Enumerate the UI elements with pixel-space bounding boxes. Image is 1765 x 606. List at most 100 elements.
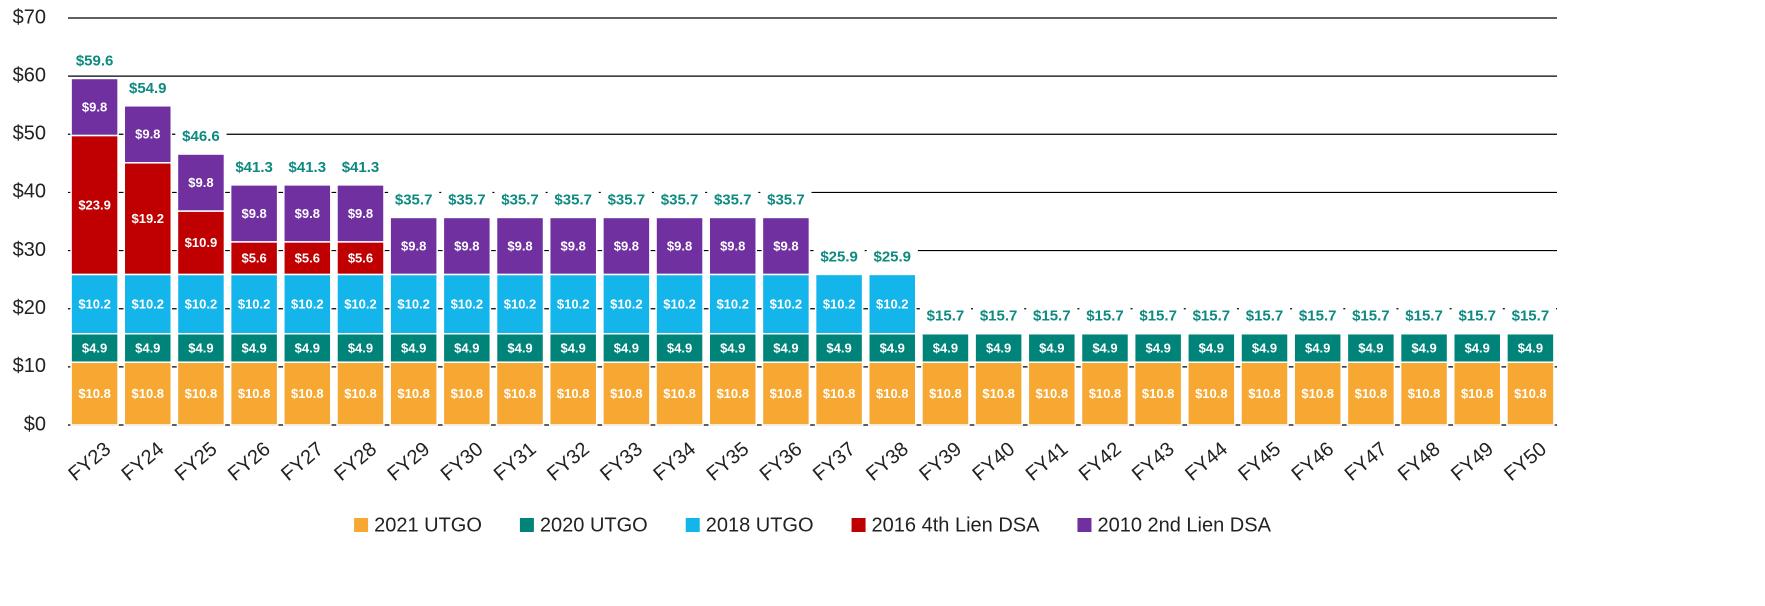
bar-segment [708,273,757,335]
bar-segment [655,273,704,335]
segment-label: $10.8 [451,386,484,401]
total-label: $41.3 [235,159,273,176]
segment-label: $10.2 [131,297,164,312]
bar-segment [336,184,385,243]
bar-segment [229,184,279,243]
bar-segment [921,332,970,363]
bar-segment [974,332,1023,363]
y-tick-label: $60 [13,64,46,86]
bar-segment [495,216,545,276]
bar-segment [548,216,598,276]
segment-label: $4.9 [933,340,958,355]
segment-label: $9.8 [241,206,266,221]
segment-label: $4.9 [1465,340,1490,355]
bar-segment [868,273,917,335]
x-tick-label: FY36 [756,438,807,486]
segment-label: $4.9 [348,340,373,355]
total-label-bg [1345,306,1397,327]
segment-label: $10.2 [876,297,909,312]
segment-label: $9.8 [295,206,320,221]
legend-label: 2010 2nd Lien DSA [1097,514,1271,536]
segment-label: $4.9 [241,340,266,355]
bar-segment [1240,332,1289,363]
total-label-bg [1504,306,1556,327]
bar-segment [176,273,226,335]
bar-segment [123,332,173,363]
bar-segment [123,361,173,426]
total-label: $46.6 [182,128,220,145]
segment-label: $4.9 [614,340,639,355]
bar-segment [336,332,385,363]
bar-segment [814,273,864,335]
x-tick-label: FY46 [1288,438,1339,486]
bar-segment [495,273,545,335]
total-label: $54.9 [129,80,167,97]
bar-segment [336,361,385,426]
total-label-bg [600,190,652,211]
total-label: $15.7 [1458,308,1496,325]
total-label: $15.7 [1086,308,1124,325]
segment-label: $10.8 [238,386,271,401]
segment-label: $10.8 [185,386,218,401]
bar-segment [708,332,757,363]
segment-label: $10.2 [78,297,111,312]
segment-label: $10.8 [397,386,430,401]
total-label-bg [707,190,759,211]
total-label: $15.7 [927,308,965,325]
segment-label: $10.8 [131,386,164,401]
segment-label: $10.2 [610,297,643,312]
bar-segment [1133,361,1183,426]
total-label-bg [1026,306,1078,327]
segment-label: $10.2 [823,297,856,312]
segment-label: $10.2 [663,297,696,312]
x-tick-label: FY48 [1394,438,1445,486]
bar-segment [1187,332,1236,363]
total-label-bg [494,190,546,211]
x-tick-label: FY43 [1128,438,1179,486]
bar-segment [123,105,173,164]
segment-label: $4.9 [1199,340,1224,355]
total-label-bg [760,190,812,211]
total-label-bg [69,51,121,72]
segment-label: $10.8 [1142,386,1175,401]
segment-label: $4.9 [561,340,586,355]
segment-label: $4.9 [1358,340,1383,355]
total-label: $35.7 [767,191,805,208]
total-label: $59.6 [76,52,114,69]
segment-label: $4.9 [880,340,905,355]
bar-segment [389,273,438,335]
segment-label: $4.9 [1146,340,1171,355]
legend-marker [354,518,369,532]
segment-label: $4.9 [1092,340,1117,355]
bar-segment [70,361,119,426]
segment-label: $10.8 [1036,386,1069,401]
legend-marker [519,518,534,532]
total-label: $15.7 [980,308,1018,325]
y-tick-label: $20 [13,297,46,319]
bar-segment [176,153,226,212]
total-label: $15.7 [1139,308,1177,325]
segment-label: $9.8 [720,238,745,253]
legend: 2021 UTGO 2020 UTGO 2018 UTGO 2016 4th Lien… [354,514,1272,536]
bar-segment [283,361,332,426]
bar-segment [974,361,1023,426]
segment-label: $10.2 [504,297,537,312]
total-label: $15.7 [1352,308,1390,325]
segment-label: $4.9 [1039,340,1064,355]
bar-segment [1293,361,1342,426]
segment-label: $9.8 [135,127,160,142]
x-tick-label: FY35 [703,438,754,486]
segment-label: $10.8 [78,386,111,401]
legend-label: 2020 UTGO [540,514,648,536]
bar-segment [176,332,226,363]
bar-segment [1027,361,1077,426]
bar-segment [868,361,917,426]
x-tick-label: FY25 [171,438,222,486]
segment-label: $10.8 [1408,386,1441,401]
bar-segment [1187,361,1236,426]
segment-label: $10.8 [1514,386,1547,401]
bar-segment [176,361,226,426]
segment-label: $4.9 [401,340,426,355]
segment-label: $10.2 [397,297,430,312]
